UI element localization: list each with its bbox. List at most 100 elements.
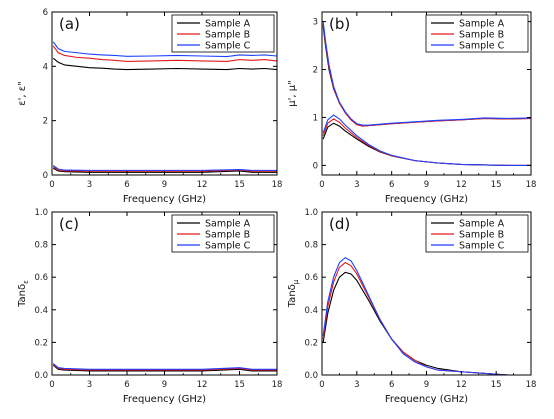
legend-label: Sample B — [205, 230, 250, 241]
y-tick-label: 0.0 — [34, 371, 48, 381]
y-tick-label: 0 — [43, 171, 48, 181]
y-tick-label: 2 — [313, 66, 318, 76]
series-line — [322, 261, 531, 375]
x-tick-label: 18 — [272, 180, 283, 190]
x-tick-label: 12 — [197, 180, 208, 190]
panel-label: (c) — [59, 215, 79, 233]
x-tick-label: 12 — [456, 180, 467, 190]
x-tick-label: 18 — [526, 180, 537, 190]
y-tick-label: 0.8 — [304, 241, 318, 251]
x-tick-label: 18 — [526, 380, 537, 390]
y-tick-label: 0.4 — [34, 306, 48, 316]
x-tick-label: 15 — [234, 380, 245, 390]
y-axis-title-main: Tanδ — [17, 284, 28, 308]
x-tick-label: 0 — [49, 380, 54, 390]
legend-label: Sample B — [459, 230, 504, 241]
y-axis-title-main: ε', ε" — [17, 81, 28, 106]
panel-label: (d) — [329, 215, 350, 233]
series-line — [322, 122, 531, 166]
y-tick-label: 1.0 — [34, 208, 48, 218]
y-tick-label: 6 — [43, 8, 48, 18]
x-tick-label: 15 — [491, 380, 502, 390]
series-line — [52, 57, 277, 71]
x-tick-label: 18 — [272, 380, 283, 390]
y-tick-label: 0.4 — [304, 306, 318, 316]
legend-label: Sample B — [459, 30, 504, 41]
y-axis-title: Tanδε — [17, 280, 30, 308]
legend-label: Sample C — [205, 241, 251, 252]
y-tick-label: 0.6 — [34, 273, 48, 283]
x-tick-label: 3 — [354, 180, 359, 190]
x-tick-label: 3 — [354, 380, 359, 390]
panel-1: 0 3 6 9 12 15 18 0 2 4 6 Frequency (GHz) ε', ε" (a) Sa… — [17, 8, 282, 205]
y-tick-label: 4 — [43, 62, 48, 72]
series-line — [52, 364, 277, 372]
y-axis-title: ε', ε" — [17, 81, 28, 106]
x-tick-label: 12 — [456, 380, 467, 390]
x-tick-label: 6 — [389, 180, 394, 190]
series-line — [322, 21, 531, 126]
x-tick-label: 0 — [49, 180, 54, 190]
x-tick-label: 9 — [162, 380, 167, 390]
x-axis-title: Frequency (GHz) — [385, 194, 468, 205]
y-axis-title-subscript: ε — [22, 280, 30, 284]
x-tick-label: 15 — [491, 180, 502, 190]
x-tick-label: 3 — [87, 380, 92, 390]
series-line — [322, 114, 531, 166]
y-tick-label: 3 — [313, 18, 318, 28]
y-tick-label: 1 — [313, 113, 318, 123]
x-tick-label: 9 — [424, 180, 429, 190]
series-line — [322, 271, 531, 375]
y-axis-title-main: μ', μ" — [287, 80, 298, 106]
x-tick-label: 0 — [319, 180, 324, 190]
panel-4: 0 3 6 9 12 15 18 0.0 0.2 0.4 0.6 0.8 1.0 Frequency (G… — [287, 208, 536, 405]
legend-label: Sample A — [205, 19, 251, 30]
series-line — [52, 165, 277, 171]
y-axis-title: Tanδμ — [287, 279, 300, 308]
x-tick-label: 6 — [389, 380, 394, 390]
series-line — [322, 256, 531, 375]
x-tick-label: 15 — [234, 180, 245, 190]
panel-label: (a) — [59, 15, 80, 33]
legend-label: Sample A — [459, 19, 505, 30]
x-tick-label: 6 — [124, 180, 129, 190]
x-axis-title: Frequency (GHz) — [385, 394, 468, 405]
x-axis-title: Frequency (GHz) — [123, 394, 206, 405]
x-tick-label: 9 — [424, 380, 429, 390]
y-tick-label: 0.8 — [34, 241, 48, 251]
y-tick-label: 0.2 — [34, 338, 48, 348]
legend-label: Sample C — [205, 41, 251, 52]
y-axis-title: μ', μ" — [287, 80, 298, 106]
y-tick-label: 0.0 — [304, 371, 318, 381]
series-line — [52, 363, 277, 371]
series-line — [322, 118, 531, 166]
y-axis-title-subscript: μ — [292, 279, 300, 284]
series-line — [52, 167, 277, 173]
panel-label: (b) — [329, 15, 350, 33]
y-axis-title-main: Tanδ — [287, 284, 298, 308]
x-tick-label: 0 — [319, 380, 324, 390]
y-tick-label: 0 — [313, 161, 318, 171]
y-tick-label: 0.2 — [304, 338, 318, 348]
legend-label: Sample A — [205, 219, 251, 230]
x-axis-title: Frequency (GHz) — [123, 194, 206, 205]
series-line — [52, 363, 277, 370]
legend-label: Sample C — [459, 241, 505, 252]
x-tick-label: 6 — [124, 380, 129, 390]
y-tick-label: 2 — [43, 117, 48, 127]
legend-label: Sample B — [205, 30, 250, 41]
x-tick-label: 12 — [197, 380, 208, 390]
series-line — [52, 166, 277, 172]
x-tick-label: 9 — [162, 180, 167, 190]
panel-3: 0 3 6 9 12 15 18 0.0 0.2 0.4 0.6 0.8 1.0 Frequency (G… — [17, 208, 282, 405]
legend-label: Sample C — [459, 41, 505, 52]
series-line — [52, 45, 277, 62]
y-tick-label: 1.0 — [304, 208, 318, 218]
x-tick-label: 3 — [87, 180, 92, 190]
